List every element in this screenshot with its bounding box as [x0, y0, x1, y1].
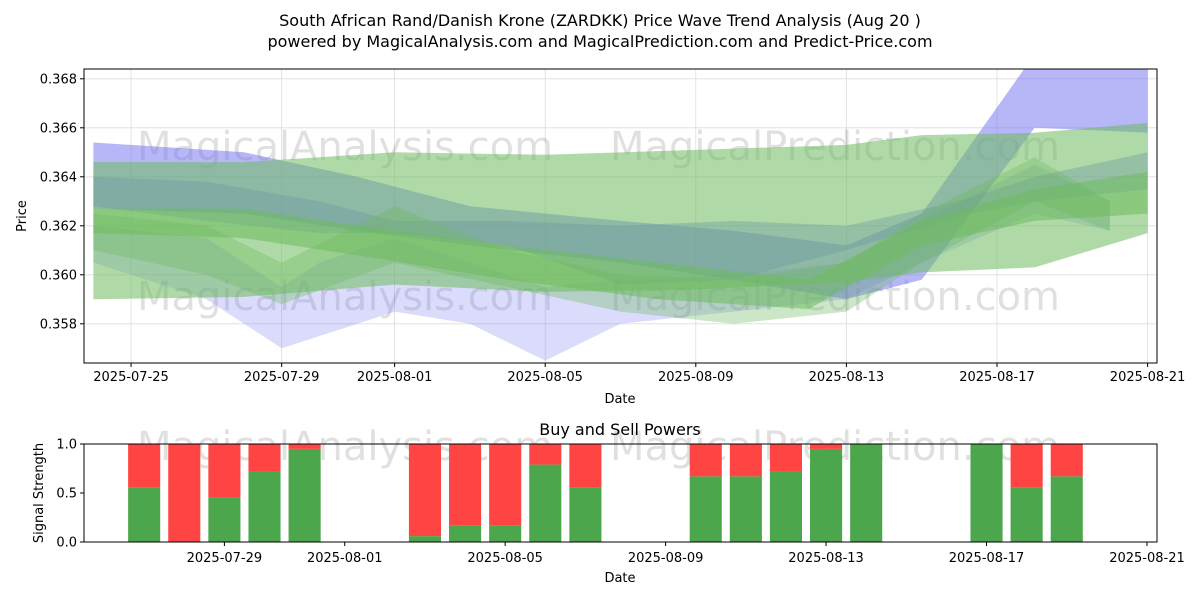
price-x-tick-label: 2025-08-01	[357, 370, 433, 385]
price-x-tick-label: 2025-07-29	[244, 370, 320, 385]
buy-bar	[529, 464, 562, 542]
sell-bar	[408, 444, 441, 537]
price-bands	[93, 69, 1148, 361]
buy-bar	[810, 448, 843, 542]
wave-band-blue-3	[93, 164, 1110, 361]
price-x-tick-label: 2025-08-13	[809, 370, 885, 385]
buy-bar	[569, 487, 602, 542]
buy-bar	[1050, 476, 1083, 542]
price-y-tick-label: 0.362	[40, 219, 77, 234]
power-x-tick-label: 2025-08-21	[1109, 551, 1185, 566]
price-x-tick-label: 2025-07-25	[93, 370, 169, 385]
price-y-tick-label: 0.366	[40, 121, 77, 136]
sell-bar	[489, 444, 522, 526]
power-y-tick-label: 0.5	[56, 487, 77, 502]
sell-bar	[569, 444, 602, 488]
power-y-axis-label: Signal Strength	[32, 443, 47, 543]
buy-bar	[128, 487, 161, 542]
price-ticks: 2025-07-25 2025-07-29 2025-08-01 2025-08-05…	[40, 72, 1186, 385]
sell-bar	[168, 444, 201, 542]
price-x-tick-label: 2025-08-21	[1110, 370, 1186, 385]
power-watermark-left: MagicalAnalysis.com	[137, 424, 553, 470]
sell-bar	[810, 444, 843, 449]
chart-title-line1: South African Rand/Danish Krone (ZARDKK)…	[279, 11, 921, 30]
price-y-tick-label: 0.364	[40, 170, 77, 185]
sell-bar	[529, 444, 562, 465]
buy-bar	[449, 525, 482, 542]
buy-bar	[689, 476, 722, 542]
price-x-tick-label: 2025-08-17	[959, 370, 1035, 385]
buy-bar	[850, 444, 883, 542]
buy-bar	[769, 471, 803, 542]
price-x-tick-label: 2025-08-05	[507, 370, 583, 385]
buy-bar	[729, 476, 762, 542]
power-x-tick-label: 2025-07-29	[187, 551, 263, 566]
buy-bar	[248, 471, 281, 542]
wave-band-green-5	[93, 171, 1148, 310]
buy-bar	[288, 448, 321, 542]
power-x-tick-label: 2025-08-05	[467, 551, 543, 566]
power-ticks: 2025-07-29 2025-08-01 2025-08-05 2025-08-09…	[56, 438, 1184, 567]
power-x-tick-label: 2025-08-09	[628, 551, 704, 566]
sell-bar	[769, 444, 803, 472]
power-y-tick-label: 0.0	[56, 536, 77, 551]
price-y-tick-label: 0.358	[40, 317, 77, 332]
sell-bar	[689, 444, 722, 477]
chart-title-line2: powered by MagicalAnalysis.com and Magic…	[267, 32, 932, 51]
sell-bar	[208, 444, 241, 498]
buy-bar	[489, 525, 522, 542]
power-panel-title: Buy and Sell Powers	[539, 420, 701, 439]
buy-bar	[970, 444, 1003, 542]
sell-bar	[729, 444, 762, 477]
power-y-tick-label: 1.0	[56, 438, 77, 453]
buy-bar	[408, 536, 441, 542]
power-x-tick-label: 2025-08-13	[788, 551, 864, 566]
price-plot-frame	[83, 68, 1158, 364]
buy-bar	[208, 497, 241, 542]
sell-bar	[248, 444, 281, 472]
sell-bar	[1010, 444, 1043, 488]
price-y-tick-label: 0.368	[40, 72, 77, 87]
power-panel: Buy and Sell Powers MagicalAnalysis.com …	[32, 420, 1185, 586]
price-x-tick-label: 2025-08-09	[658, 370, 734, 385]
power-bars	[128, 444, 1083, 542]
wave-band-green-6	[93, 157, 1110, 324]
power-x-axis-label: Date	[604, 571, 635, 586]
sell-bar	[1050, 444, 1083, 477]
sell-bar	[128, 444, 161, 488]
power-x-tick-label: 2025-08-01	[307, 551, 383, 566]
power-x-tick-label: 2025-08-17	[949, 551, 1025, 566]
buy-bar	[1010, 487, 1043, 542]
price-y-tick-label: 0.360	[40, 268, 77, 283]
price-y-axis-label: Price	[15, 200, 30, 232]
sell-bar	[288, 444, 321, 449]
price-x-axis-label: Date	[604, 392, 635, 407]
sell-bar	[449, 444, 482, 526]
price-panel: MagicalAnalysis.com MagicalPrediction.co…	[15, 68, 1186, 407]
